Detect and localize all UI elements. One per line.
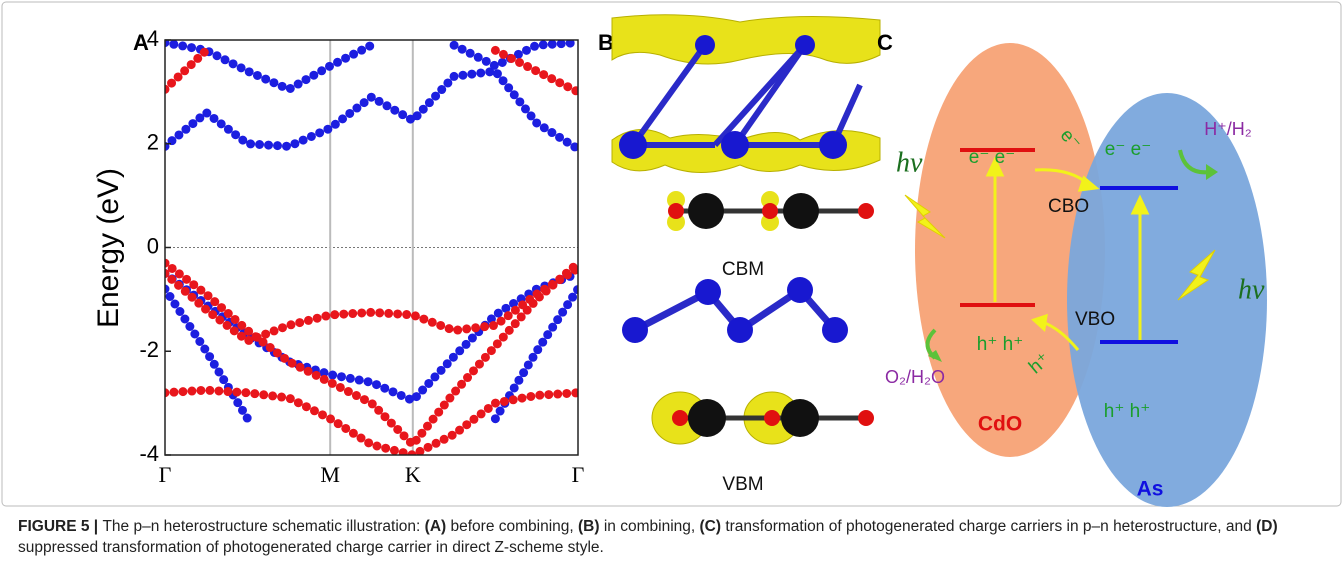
figure-caption: FIGURE 5 | The p–n heterostructure schem… [18, 516, 1318, 558]
caption-text: FIGURE 5 | [18, 518, 102, 535]
caption-text: The p–n heterostructure schematic illust… [102, 518, 424, 535]
electrons: e⁻ e⁻ [1105, 139, 1151, 160]
page: A Energy (eV) ΓMKΓ-4-2024 B CBM [0, 0, 1344, 581]
x-tick-label: Γ [159, 462, 172, 487]
electrons: e⁻ e⁻ [969, 147, 1015, 168]
orbital-lobe [612, 15, 880, 64]
x-tick-label: Γ [572, 462, 585, 487]
y-tick-label: -2 [139, 337, 159, 362]
panel-label: C [877, 30, 893, 55]
holes: h⁺ h⁺ [977, 334, 1023, 355]
caption-text: (C) [700, 518, 722, 535]
y-tick-label: -4 [139, 441, 159, 466]
vbo-label: VBO [1075, 309, 1115, 330]
caption-text: (B) [578, 518, 600, 535]
cbm-label: CBM [722, 259, 764, 280]
photon: hv [896, 147, 923, 178]
photon: hv [1238, 274, 1265, 305]
x-tick-label: M [320, 462, 340, 487]
y-tick-label: 2 [147, 130, 159, 155]
y-tick-label: 0 [147, 233, 159, 258]
caption-text: suppressed transformation of photogenera… [18, 539, 604, 556]
caption-text: in combining, [600, 518, 700, 535]
cbm-structure [667, 191, 874, 231]
y-tick-label: 4 [147, 26, 159, 51]
chain-structure [622, 277, 848, 343]
caption-text: before combining, [446, 518, 578, 535]
panel-a-bg [120, 15, 600, 495]
y-axis-label: Energy (eV) [92, 168, 125, 328]
caption-text: (D) [1256, 518, 1278, 535]
cbo-label: CBO [1048, 196, 1089, 217]
vbm-label: VBM [722, 474, 763, 495]
redox-couple: O₂/H₂O [885, 367, 945, 387]
caption-text: transformation of photogenerated charge … [721, 518, 1256, 535]
caption-text: (A) [425, 518, 447, 535]
material-label: As [1137, 478, 1164, 501]
x-tick-label: K [405, 462, 421, 487]
as-region [1067, 93, 1267, 507]
panel-c: C e⁻ e⁻ e⁻ e⁻ e⁻ H⁺/H₂ hv hv CBO [877, 30, 1267, 507]
material-label: CdO [978, 413, 1022, 436]
panel-b: B CBM VBM [598, 15, 880, 495]
vbm-structure [652, 392, 874, 444]
redox-couple: H⁺/H₂ [1204, 119, 1252, 139]
holes: h⁺ h⁺ [1104, 401, 1150, 422]
